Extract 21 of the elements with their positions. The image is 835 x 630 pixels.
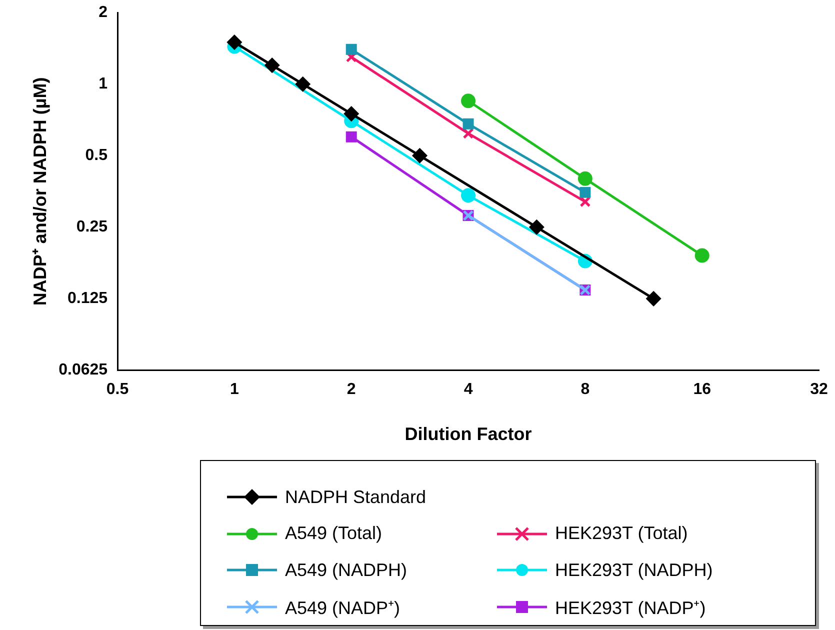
x-tick-label: 1 bbox=[230, 381, 239, 398]
legend-label: HEK293T (NADPH) bbox=[555, 560, 713, 580]
x-tick-label: 2 bbox=[346, 381, 356, 398]
x-tick-label: 8 bbox=[580, 381, 590, 398]
y-axis-title: NADP⁺ and/or NADPH (µM) bbox=[30, 77, 50, 306]
x-axis-title: Dilution Factor bbox=[404, 424, 532, 444]
x-tick-label: 4 bbox=[464, 381, 473, 398]
y-tick-label: 0.0625 bbox=[58, 362, 108, 379]
y-tick-label: 0.125 bbox=[67, 290, 108, 308]
legend-label: NADPH Standard bbox=[285, 486, 426, 508]
legend-label: HEK293T (Total) bbox=[555, 523, 688, 544]
legend-label: A549 (Total) bbox=[285, 523, 382, 544]
y-tick-label: 0.5 bbox=[85, 147, 108, 164]
y-tick-label: 1 bbox=[98, 76, 108, 93]
y-tick-label: 2 bbox=[98, 4, 108, 22]
legend-label: HEK293T (NADP⁺) bbox=[555, 596, 706, 618]
legend-label: A549 (NADPH) bbox=[285, 560, 408, 580]
legend-label: A549 (NADP⁺) bbox=[285, 596, 400, 618]
x-tick-label: 16 bbox=[693, 381, 712, 398]
x-tick-label: 32 bbox=[810, 381, 828, 398]
y-tick-label: 0.25 bbox=[76, 218, 108, 236]
